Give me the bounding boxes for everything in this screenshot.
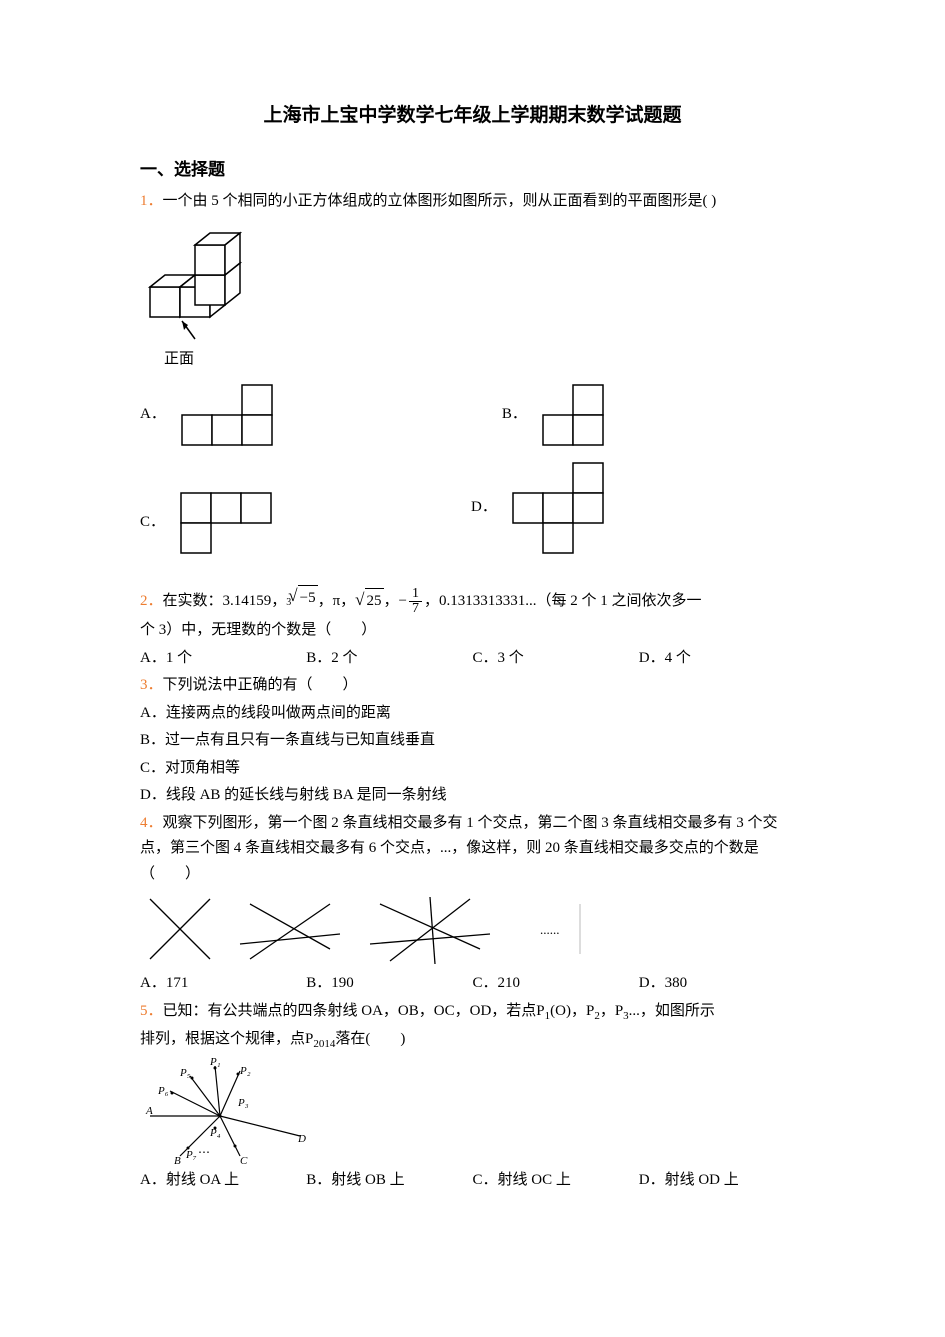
q5-options: A．射线 OA 上 B．射线 OB 上 C．射线 OC 上 D．射线 OD 上 [140,1168,805,1194]
svg-text:C: C [240,1155,248,1166]
q5-post: ...，如图所示 [629,1003,715,1019]
question-5: 5．已知：有公共端点的四条射线 OA，OB，OC，OD，若点P1(O)，P2，P… [140,999,805,1026]
q1-choice-b: B． [502,380,633,450]
q1-figure-label: 正面 [164,347,805,373]
cbrt-icon: 3√−5 [286,582,317,611]
choice-label: B． [502,402,527,428]
q2-pre: 在实数：3.14159， [163,593,287,609]
question-3: 3．下列说法中正确的有（ ） [140,673,805,699]
q1-choice-c-svg [171,488,281,558]
section-heading: 一、选择题 [140,156,805,185]
svg-text:P₃: P₃ [237,1097,249,1109]
choice-label: D． [471,495,497,521]
q3-opt-b: B．过一点有且只有一条直线与已知直线垂直 [140,728,805,754]
question-2: 2．在实数：3.14159，3√−5，π，√25，−17，0.131331333… [140,582,805,616]
q4-opt-a: A．171 [140,971,306,997]
q4-options: A．171 B．190 C．210 D．380 [140,971,805,997]
q5-number: 5． [140,1003,163,1019]
fraction: 17 [409,587,422,616]
q4-opt-b: B．190 [306,971,472,997]
q2-opt-d: D．4 个 [639,646,805,672]
svg-text:P₅: P₅ [179,1067,191,1079]
q5-pn: P2014 [305,1031,335,1047]
q1-text: 一个由 5 个相同的小正方体组成的立体图形如图所示，则从正面看到的平面图形是( … [163,193,717,209]
q1-choice-b-svg [533,380,633,450]
q2-post: ，0.1313313331...（每 2 个 1 之间依次多一 [424,593,702,609]
q5-opt-b: B．射线 OB 上 [306,1168,472,1194]
q2-line2: 个 3）中，无理数的个数是（ ） [140,618,805,644]
q2-number: 2． [140,593,163,609]
q1-choice-c: C． [140,488,281,558]
q5-p3: P3 [615,1003,629,1019]
q1-choice-a-svg [172,380,302,450]
svg-text:P₄: P₄ [209,1127,221,1139]
q3-number: 3． [140,677,163,693]
svg-text:P₆: P₆ [157,1085,169,1097]
q2-mid2: ，− [384,593,407,609]
q4-opt-d: D．380 [639,971,805,997]
q1-main-figure: 正面 [140,217,805,373]
q1-choice-row-1: A． B． [140,380,805,450]
q3-opt-a: A．连接两点的线段叫做两点间的距离 [140,701,805,727]
question-4: 4．观察下列图形，第一个图 2 条直线相交最多有 1 个交点，第二个图 3 条直… [140,811,805,888]
q3-opt-c: C．对顶角相等 [140,756,805,782]
q3-opt-d: D．线段 AB 的延长线与射线 BA 是同一条射线 [140,783,805,809]
q1-number: 1． [140,193,163,209]
q1-choice-a: A． [140,380,302,450]
q2-opt-b: B．2 个 [306,646,472,672]
svg-text:B: B [174,1155,181,1166]
svg-text:D: D [297,1133,306,1145]
svg-text:P₁: P₁ [209,1056,221,1068]
q5-line2: 排列，根据这个规律，点P2014落在( ) [140,1027,805,1054]
sqrt-icon: √25 [355,586,383,615]
q4-diagram: ...... [140,889,805,969]
q1-choice-d-svg [503,458,613,558]
svg-text:P₂: P₂ [239,1065,251,1077]
svg-text:P₇: P₇ [185,1149,197,1161]
q5-opt-d: D．射线 OD 上 [639,1168,805,1194]
q2-mid1: ，π， [318,593,356,609]
q5-mid2: ， [600,1003,615,1019]
question-1: 1．一个由 5 个相同的小正方体组成的立体图形如图所示，则从正面看到的平面图形是… [140,189,805,215]
q5-pre: 已知：有公共端点的四条射线 OA，OB，OC，OD，若点 [163,1003,537,1019]
svg-text:......: ...... [540,922,560,937]
q2-opt-a: A．1 个 [140,646,306,672]
q5-opt-a: A．射线 OA 上 [140,1168,306,1194]
q2-options: A．1 个 B．2 个 C．3 个 D．4 个 [140,646,805,672]
q5-opt-c: C．射线 OC 上 [473,1168,639,1194]
q4-text: 观察下列图形，第一个图 2 条直线相交最多有 1 个交点，第二个图 3 条直线相… [140,815,778,882]
q5-p2: P2 [586,1003,600,1019]
q5-mid1: ， [571,1003,586,1019]
q3-text: 下列说法中正确的有（ ） [163,677,358,693]
q5-diagram: A B C D P₁ P₂ P₃ P₄ P₅ P₆ P₇ ⋯ [140,1056,805,1166]
svg-text:⋯: ⋯ [198,1145,210,1159]
choice-label: A． [140,402,166,428]
q5-p1: P1(O) [536,1003,571,1019]
page-title: 上海市上宝中学数学七年级上学期期末数学试题题 [140,100,805,132]
svg-text:A: A [145,1105,153,1117]
q1-choice-d: D． [471,458,613,558]
q4-number: 4． [140,815,163,831]
q1-choice-row-2: C． D． [140,458,805,558]
choice-label: C． [140,510,165,536]
q2-opt-c: C．3 个 [473,646,639,672]
q4-opt-c: C．210 [473,971,639,997]
